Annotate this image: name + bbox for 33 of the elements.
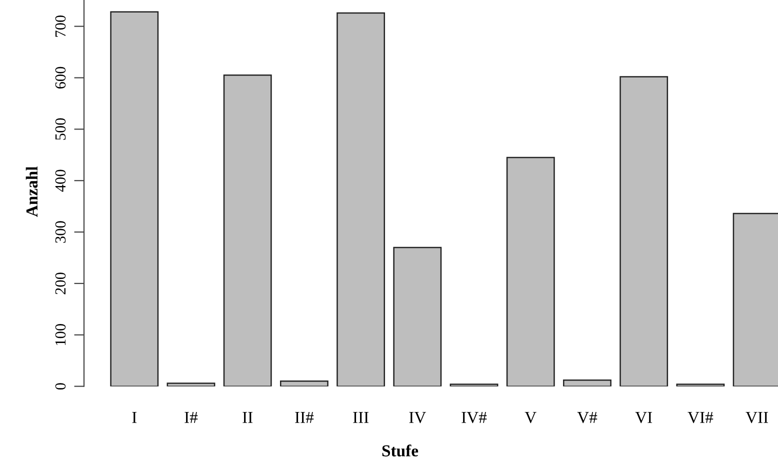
y-tick-label: 200 <box>55 272 66 294</box>
y-tick-label: 100 <box>55 324 66 345</box>
bar <box>450 384 498 386</box>
bar <box>563 380 612 386</box>
y-tick-label: 0 <box>55 383 66 390</box>
bar <box>280 380 328 386</box>
y-tick-label: 400 <box>55 170 66 192</box>
x-tick-label: IV# <box>462 412 487 424</box>
x-tick-label: VI# <box>688 412 714 424</box>
x-tick-label: V <box>524 412 536 424</box>
y-axis-title: Anzahl <box>26 166 38 217</box>
bar <box>620 76 668 386</box>
x-tick-label: VII <box>746 412 768 424</box>
x-tick-label: II# <box>295 412 314 423</box>
y-tick-label: 500 <box>55 118 66 140</box>
x-tick-label: V# <box>577 412 598 424</box>
bar <box>336 12 386 386</box>
x-tick-label: IV <box>409 412 426 424</box>
bar <box>506 156 555 386</box>
y-tick-label: 700 <box>55 15 66 37</box>
bar <box>110 11 159 386</box>
y-tick-label: 300 <box>55 221 66 243</box>
bar <box>393 246 442 386</box>
bar <box>223 74 272 386</box>
x-tick-label: III <box>353 412 369 423</box>
x-tick-label: I# <box>184 412 198 423</box>
x-tick-label: I <box>132 412 137 423</box>
bar <box>676 384 725 386</box>
x-tick-label: VI <box>635 412 652 424</box>
bar <box>166 382 216 386</box>
x-tick-label: II <box>242 412 253 423</box>
x-axis-title: Stufe <box>382 444 418 456</box>
y-tick-label: 600 <box>55 66 66 89</box>
